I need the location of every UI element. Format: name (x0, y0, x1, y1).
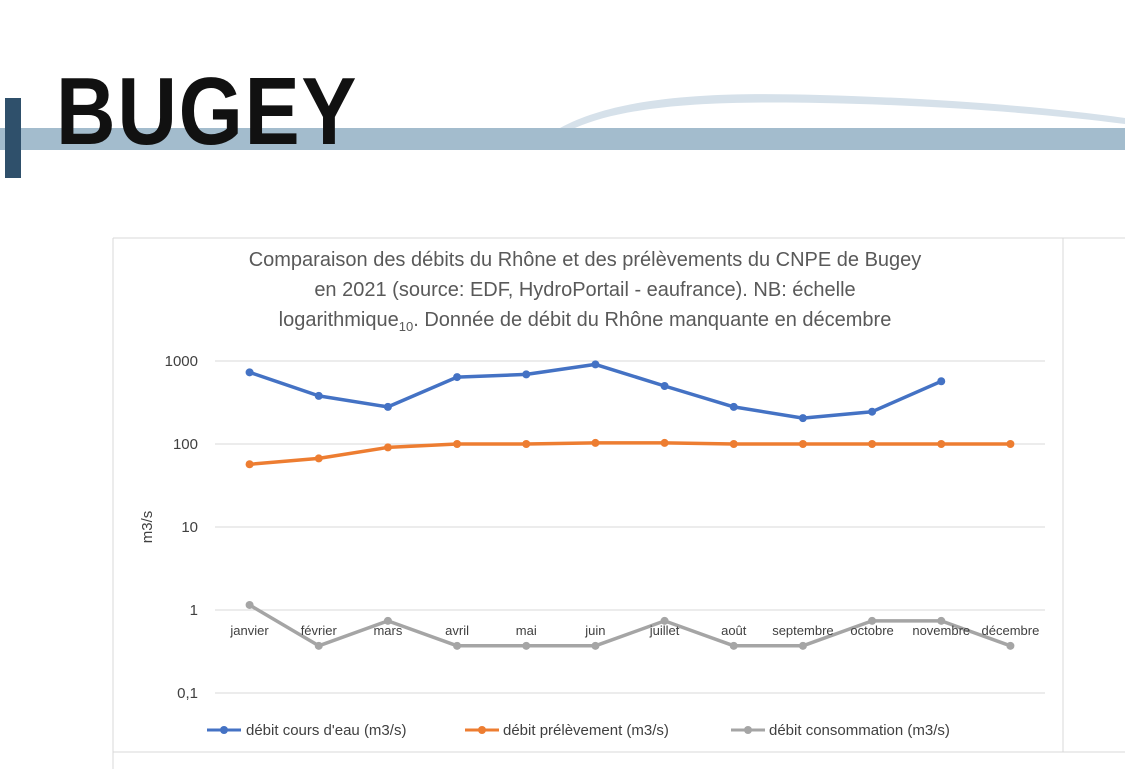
legend-label-consommation: débit consommation (m3/s) (769, 722, 950, 739)
legend-item-prelevement: débit prélèvement (m3/s) (465, 722, 669, 739)
chart-title-word-log: logarithmique (279, 309, 399, 331)
data-point (383, 402, 392, 411)
x-category-label: octobre (850, 623, 893, 638)
series-2 (245, 600, 1015, 650)
data-point (522, 370, 531, 379)
data-point (937, 616, 946, 625)
data-point (453, 373, 462, 382)
banner (0, 94, 1125, 178)
data-point (729, 440, 738, 448)
x-category-label: juillet (649, 623, 680, 638)
x-category-label: février (301, 623, 338, 638)
data-point (937, 440, 946, 448)
data-point (591, 438, 600, 447)
series-layer (245, 360, 1015, 650)
series-line (248, 603, 1011, 648)
data-point (729, 402, 738, 411)
data-point (660, 381, 669, 390)
data-point (660, 616, 669, 625)
data-point (245, 368, 254, 377)
data-point (798, 440, 807, 448)
x-category-label: avril (445, 623, 469, 638)
data-point (383, 443, 392, 452)
x-category-label: janvier (229, 623, 269, 638)
data-point (245, 600, 254, 609)
data-point (522, 440, 531, 448)
data-point (314, 391, 323, 400)
data-point (314, 641, 323, 650)
data-point (798, 641, 807, 650)
y-tick-label: 100 (173, 436, 198, 453)
banner-title: BUGEY (56, 58, 359, 165)
series-line (249, 441, 1011, 467)
data-point (660, 438, 669, 447)
banner-edge-bar (5, 98, 21, 178)
legend-item-consommation: débit consommation (m3/s) (731, 722, 950, 739)
data-point (453, 440, 462, 448)
chart-title-line-3: logarithmique10. Donnée de débit du Rhôn… (279, 309, 892, 334)
data-point (591, 360, 600, 369)
series-line (249, 362, 943, 420)
data-point (383, 616, 392, 625)
x-category-label: mai (516, 623, 537, 638)
y-tick-labels: 0,1 1 10 100 1000 (165, 353, 198, 702)
data-point (314, 454, 323, 463)
legend: débit cours d'eau (m3/s) débit prélèveme… (207, 722, 950, 739)
chart-title-line-1: Comparaison des débits du Rhône et des p… (249, 249, 922, 271)
data-point (591, 641, 600, 650)
series-0 (245, 360, 946, 423)
data-point (868, 616, 877, 625)
data-point (868, 407, 877, 416)
data-point (1006, 641, 1015, 650)
x-category-label: mars (373, 623, 402, 638)
y-tick-label: 1 (190, 602, 198, 619)
legend-label-cours-eau: débit cours d'eau (m3/s) (246, 722, 406, 739)
data-point (937, 377, 946, 386)
data-point (729, 641, 738, 650)
legend-label-prelevement: débit prélèvement (m3/s) (503, 722, 669, 739)
chart-frame (112, 237, 1125, 769)
x-category-label: juin (584, 623, 605, 638)
series-1 (245, 438, 1015, 469)
data-point (522, 641, 531, 650)
data-point (798, 414, 807, 423)
banner-band (0, 128, 1125, 150)
gridlines (215, 360, 1045, 694)
y-tick-label: 10 (181, 519, 198, 536)
x-category-label: septembre (772, 623, 833, 638)
y-tick-label: 1000 (165, 353, 198, 370)
x-category-labels: janvier février mars avril mai juin juillet aoû… (229, 623, 1039, 638)
x-category-label: décembre (982, 623, 1040, 638)
chart-title-subscript: 10 (399, 319, 413, 334)
data-point (453, 641, 462, 650)
x-category-label: août (721, 623, 747, 638)
data-point (1006, 440, 1015, 448)
x-category-label: novembre (912, 623, 970, 638)
y-tick-label: 0,1 (177, 685, 198, 702)
banner-arc (560, 94, 1125, 128)
chart-title-line-3-rest: . Donnée de débit du Rhône manquante en … (413, 309, 891, 331)
data-point (868, 440, 877, 448)
data-point (245, 460, 254, 469)
chart-title-line-2: en 2021 (source: EDF, HydroPortail - eau… (314, 279, 855, 301)
y-axis-label: m3/s (139, 511, 156, 544)
legend-item-cours-eau: débit cours d'eau (m3/s) (207, 722, 406, 739)
